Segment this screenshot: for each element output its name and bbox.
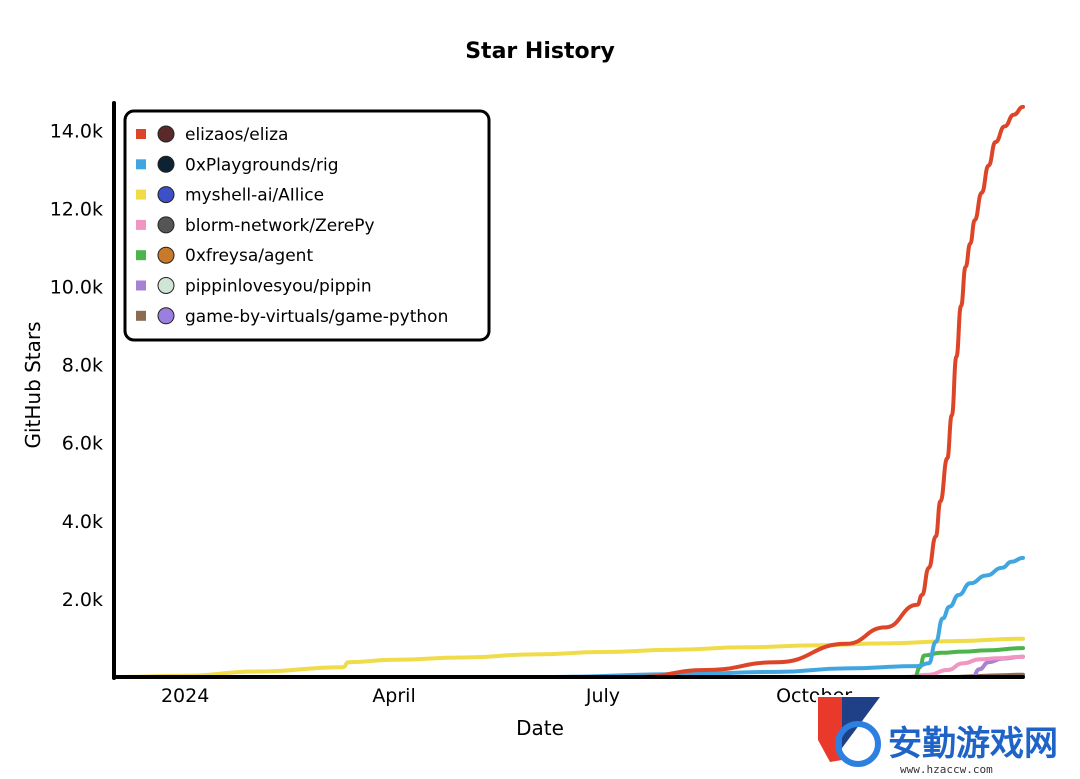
- x-tick-label: 2024: [161, 685, 209, 707]
- y-tick-label: 8.0k: [62, 355, 103, 377]
- series-line: [552, 555, 1025, 679]
- watermark-logo: 安勤游戏网 www.hzaccw.com: [816, 695, 1080, 779]
- legend-label: blorm-network/ZerePy: [185, 216, 375, 236]
- legend: elizaos/eliza 0xPlaygrounds/rig myshell-ai…: [123, 109, 491, 342]
- chart-title: Star History: [465, 39, 615, 64]
- series-line: [635, 104, 1025, 679]
- watermark-url: www.hzaccw.com: [900, 763, 993, 776]
- legend-label: 0xPlaygrounds/rig: [185, 155, 339, 175]
- x-axis-label: Date: [516, 716, 564, 740]
- legend-swatch: [136, 129, 146, 139]
- legend-swatch: [136, 159, 146, 170]
- repo-avatar-icon: [157, 307, 175, 325]
- x-tick-labels: 2024 April July October: [161, 685, 852, 707]
- repo-avatar-icon: [157, 277, 175, 294]
- series-lines: [112, 104, 1025, 679]
- repo-avatar-icon: [157, 155, 175, 173]
- y-tick-label: 2.0k: [62, 589, 103, 611]
- watermark-text: 安勤游戏网: [888, 724, 1058, 764]
- y-axis-label: GitHub Stars: [21, 321, 45, 448]
- repo-avatar-icon: [157, 216, 175, 234]
- legend-swatch: [136, 310, 146, 321]
- legend-label: 0xfreysa/agent: [185, 246, 313, 266]
- x-tick-label: July: [585, 685, 620, 707]
- legend-box: [123, 109, 491, 342]
- legend-label: game-by-virtuals/game-python: [185, 307, 448, 327]
- legend-label: myshell-ai/AIlice: [185, 186, 324, 206]
- repo-avatar-icon: [157, 125, 175, 143]
- y-tick-label: 14.0k: [50, 120, 103, 142]
- legend-swatch: [136, 189, 146, 200]
- legend-label: elizaos/eliza: [185, 125, 288, 145]
- y-tick-label: 4.0k: [62, 511, 103, 533]
- series-line: [903, 654, 1025, 679]
- y-tick-labels: 2.0k 4.0k 6.0k 8.0k 10.0k 12.0k 14.0k: [50, 120, 103, 611]
- y-tick-label: 12.0k: [50, 198, 103, 220]
- legend-swatch: [136, 250, 146, 261]
- legend-label: pippinlovesyou/pippin: [185, 277, 372, 297]
- y-tick-label: 10.0k: [50, 277, 103, 299]
- watermark-ring: [835, 721, 881, 767]
- repo-avatar-icon: [157, 186, 175, 204]
- series-line: [112, 636, 1025, 679]
- y-tick-label: 6.0k: [62, 433, 103, 455]
- x-tick-label: April: [372, 685, 415, 707]
- legend-swatch: [136, 280, 146, 291]
- repo-avatar-icon: [157, 246, 175, 264]
- legend-swatch: [136, 219, 146, 230]
